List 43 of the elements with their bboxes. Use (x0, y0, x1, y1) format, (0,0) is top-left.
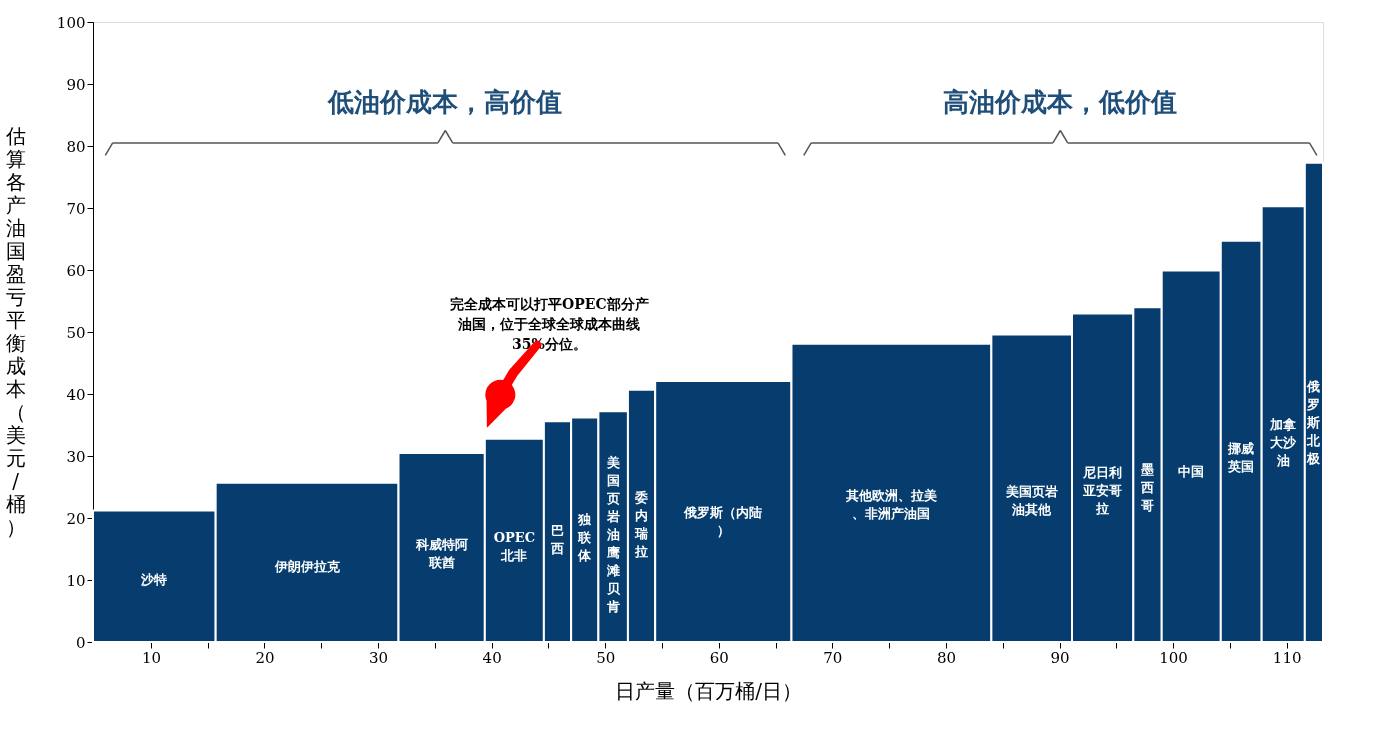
x-axis-title: 日产量（百万桶/日） (615, 678, 802, 703)
y-tick-label: 50 (66, 323, 86, 342)
text: 估算各产油国盈亏平衡成本（美元/桶） (5, 123, 26, 539)
x-tick-label: 20 (255, 648, 275, 667)
y-tick-label: 60 (66, 261, 86, 280)
annotation: 巴西 (550, 522, 565, 556)
annotation: 墨西哥 (1140, 462, 1155, 514)
annotation: 沙特 (140, 571, 168, 587)
y-tick-label: 0 (75, 633, 86, 652)
annotation: 低油价成本，高价值 (327, 86, 563, 117)
x-tick-label: 90 (1050, 648, 1070, 667)
x-tick-label: 110 (1272, 648, 1302, 667)
y-tick-label: 20 (66, 509, 86, 528)
y-tick-label: 90 (66, 75, 86, 94)
x-tick-label: 100 (1159, 648, 1188, 667)
annotation: 伊朗伊拉克 (273, 559, 341, 575)
x-tick-label: 10 (141, 648, 161, 667)
annotation: 其他欧洲、拉美、非洲产油国 (844, 487, 937, 521)
annotation: 尼日利亚安哥拉 (1082, 465, 1123, 517)
annotation: 科威特阿联酋 (414, 536, 468, 570)
y-tick-label: 40 (66, 385, 86, 404)
x-tick-label: 60 (709, 648, 729, 667)
y-tick-label: 100 (56, 13, 86, 32)
x-tick-label: 80 (936, 648, 956, 667)
x-tick-label: 30 (369, 648, 389, 667)
text: 美国页岩油鹰滩贝肯 (606, 455, 620, 615)
annotation: 挪威英国 (1227, 441, 1255, 475)
annotation: 加拿大沙油 (1269, 416, 1298, 468)
x-tick-label: 40 (482, 648, 502, 667)
annotation: OPEC北非 (493, 530, 536, 564)
annotation: 俄罗斯北极 (1306, 379, 1322, 467)
y-tick-label: 10 (66, 571, 86, 590)
y-tick-label: 70 (66, 199, 86, 218)
x-tick-label: 70 (823, 648, 843, 667)
annotation: 委内瑞拉 (634, 490, 649, 560)
x-tick-label: 50 (596, 648, 616, 667)
annotation: 独联体 (577, 512, 593, 563)
annotation: 美国页岩油其他 (1004, 483, 1058, 517)
y-tick-label: 80 (66, 137, 86, 156)
annotation: 俄罗斯（内陆） (683, 504, 763, 538)
y-tick-label: 30 (66, 447, 86, 466)
annotation: 高油价成本，低价值 (943, 86, 1178, 117)
annotation: 中国 (1178, 463, 1205, 479)
